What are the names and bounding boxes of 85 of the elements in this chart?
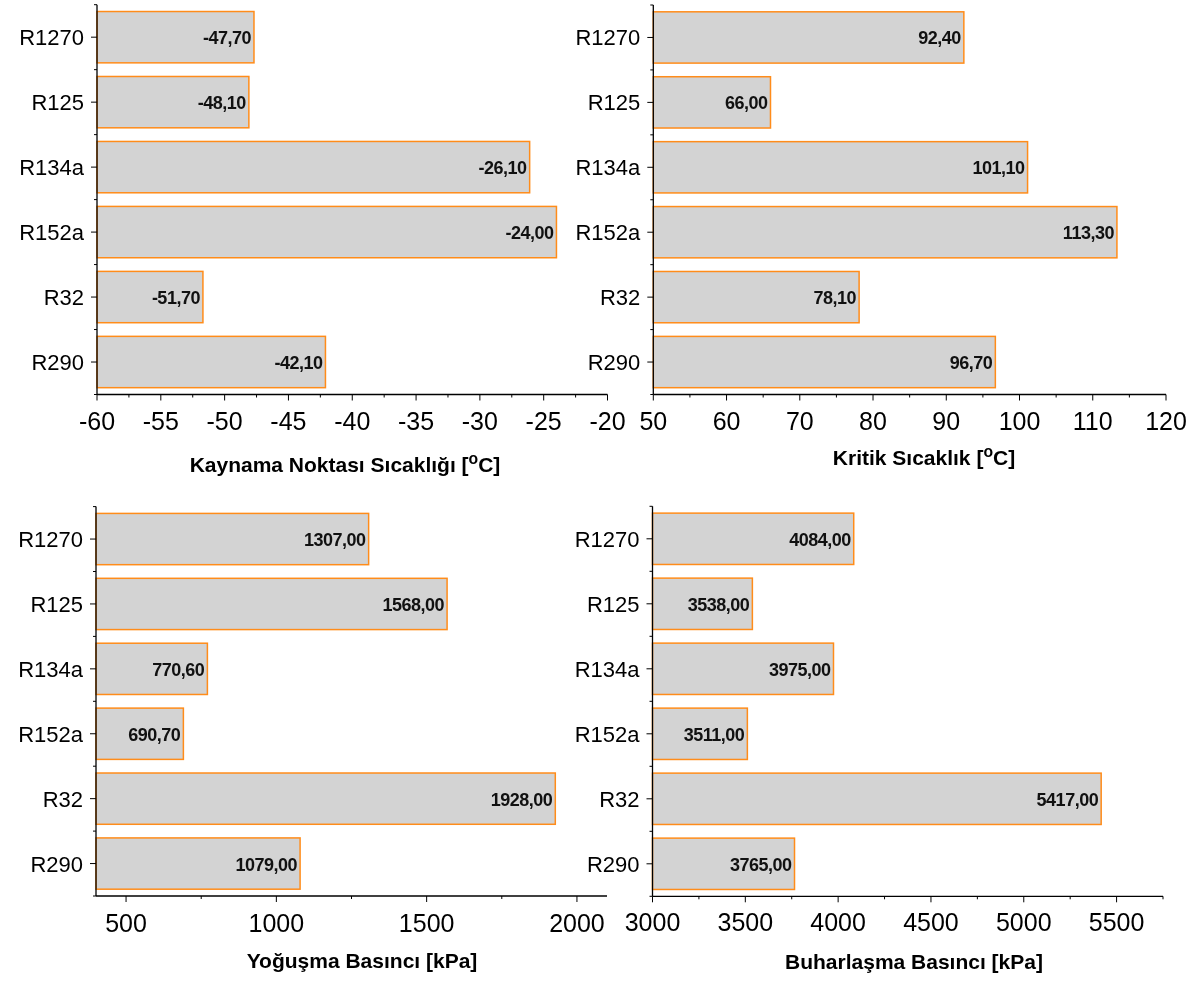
y-tick-label: R152a	[574, 721, 641, 747]
x-tick-label: -55	[142, 407, 179, 435]
data-label: -42,10	[274, 353, 323, 374]
bar	[96, 140, 531, 194]
x-tick-label: -25	[525, 407, 562, 435]
x-tick-label: -45	[270, 407, 307, 435]
y-tick-label: R32	[43, 285, 84, 311]
x-tick-label: 3000	[624, 908, 681, 936]
data-label: 3765,00	[729, 854, 792, 875]
x-tick-label: 4500	[903, 908, 959, 936]
x-tick-label: -60	[78, 407, 116, 435]
data-label: 92,40	[918, 28, 962, 49]
x-axis-title: Kaynama Noktası Sıcaklığı [$^{o}$C]	[189, 449, 501, 476]
y-tick-label: R125	[30, 591, 83, 617]
data-label: 3511,00	[683, 724, 745, 745]
x-tick-label: 2000	[549, 909, 605, 937]
x-tick-label: 1000	[248, 909, 305, 937]
x-tick-label: 100	[998, 406, 1041, 435]
x-tick-label: 120	[1145, 406, 1187, 435]
data-label: -47,70	[202, 28, 252, 49]
x-axis-title: Yoğuşma Basıncı [kPa]	[246, 949, 478, 972]
y-tick-label: R1270	[18, 527, 83, 553]
x-tick-label: -35	[397, 407, 435, 435]
data-label: 690,70	[128, 724, 181, 745]
data-label: 96,70	[949, 353, 993, 374]
y-tick-label: R125	[586, 591, 640, 617]
x-tick-label: -30	[461, 407, 498, 435]
bar	[96, 75, 250, 129]
x-tick-label: -50	[206, 407, 243, 435]
y-tick-label: R152a	[19, 220, 85, 246]
y-tick-label: R32	[599, 285, 641, 311]
data-label: 1568,00	[382, 594, 445, 615]
x-tick-label: -20	[589, 407, 626, 435]
y-tick-label: R290	[30, 851, 83, 877]
data-label: -24,00	[505, 223, 554, 244]
x-tick-label: 4000	[810, 908, 866, 936]
bar	[96, 10, 255, 64]
data-label: 113,30	[1062, 223, 1115, 244]
y-tick-label: R152a	[575, 220, 642, 246]
y-tick-label: R152a	[18, 721, 84, 747]
bar	[96, 205, 558, 259]
x-tick-label: 80	[859, 406, 887, 435]
data-label: 3538,00	[687, 594, 750, 615]
y-tick-label: R134a	[575, 155, 642, 181]
y-tick-label: R32	[42, 786, 83, 812]
y-tick-label: R134a	[574, 656, 641, 682]
x-tick-label: 5500	[1088, 908, 1145, 936]
x-tick-label: 90	[932, 406, 961, 435]
data-label: 5417,00	[1036, 789, 1099, 810]
y-tick-label: R290	[31, 350, 84, 376]
bar	[96, 270, 204, 324]
x-tick-label: 70	[785, 406, 814, 435]
y-tick-label: R125	[31, 90, 84, 116]
data-label: -26,10	[478, 158, 528, 179]
x-axis-title: Kritik Sıcaklık [$^{o}$C]	[832, 442, 1016, 469]
x-tick-label: 1500	[398, 909, 455, 937]
data-label: 101,10	[972, 158, 1026, 179]
y-tick-label: R32	[599, 786, 640, 812]
data-label: 1079,00	[235, 854, 298, 875]
x-tick-label: 5000	[995, 908, 1052, 936]
x-tick-label: 50	[639, 406, 668, 435]
bar	[96, 335, 327, 389]
x-tick-label: -40	[334, 407, 371, 435]
y-tick-label: R1270	[19, 25, 84, 51]
data-label: 66,00	[724, 93, 768, 114]
x-tick-label: 60	[712, 406, 741, 435]
data-label: 78,10	[813, 288, 857, 309]
y-tick-label: R134a	[18, 656, 84, 682]
x-tick-label: 3500	[717, 908, 774, 936]
data-label: -51,70	[151, 288, 201, 309]
y-tick-label: R134a	[19, 155, 85, 181]
data-label: 1307,00	[304, 530, 367, 551]
data-label: 1928,00	[490, 789, 553, 810]
data-label: 3975,00	[768, 659, 831, 680]
data-label: -48,10	[197, 93, 247, 114]
y-tick-label: R290	[586, 851, 640, 877]
data-label: 770,60	[152, 659, 205, 680]
x-axis-title: Buharlaşma Basıncı [kPa]	[785, 950, 1043, 973]
data-label: 4084,00	[789, 529, 852, 550]
x-tick-label: 500	[105, 909, 147, 937]
y-tick-label: R1270	[574, 526, 640, 552]
y-tick-label: R290	[587, 350, 641, 376]
y-tick-label: R1270	[575, 25, 641, 51]
x-tick-label: 110	[1072, 406, 1113, 435]
y-tick-label: R125	[587, 90, 641, 116]
